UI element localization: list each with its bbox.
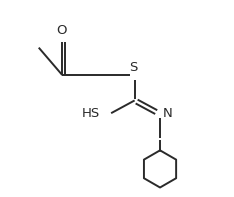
Text: S: S: [129, 61, 138, 74]
Text: N: N: [162, 107, 172, 120]
Text: HS: HS: [82, 107, 100, 120]
Text: O: O: [56, 24, 66, 37]
